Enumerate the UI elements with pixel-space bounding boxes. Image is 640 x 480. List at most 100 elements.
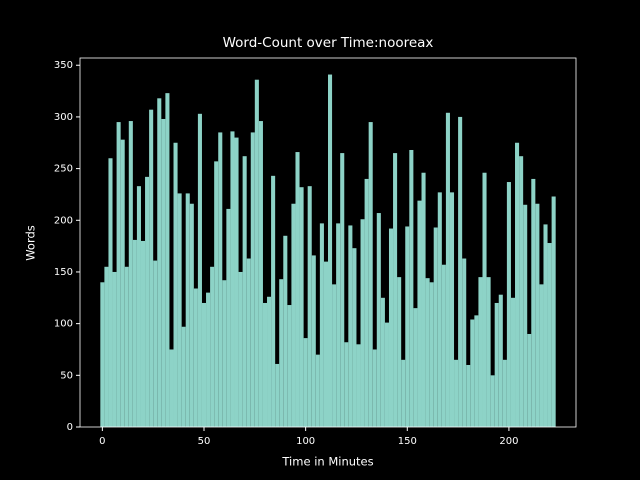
bar <box>384 322 389 427</box>
bar <box>108 158 113 427</box>
bar <box>368 122 373 427</box>
bar <box>271 175 276 427</box>
bar <box>214 161 219 428</box>
bar <box>425 278 430 427</box>
x-tick-label: 0 <box>99 436 105 447</box>
bar <box>246 258 251 427</box>
bar <box>482 172 487 427</box>
bar <box>454 359 459 427</box>
bar <box>112 271 117 427</box>
bar <box>210 266 215 427</box>
bar <box>360 219 365 427</box>
bar <box>311 255 316 427</box>
bar <box>193 288 198 427</box>
bar <box>124 266 129 427</box>
bar <box>173 142 178 428</box>
bar <box>258 121 263 428</box>
bar <box>250 132 255 427</box>
bar <box>466 364 471 427</box>
bar <box>449 192 455 427</box>
bar <box>356 344 361 427</box>
bar <box>291 203 296 427</box>
bar <box>340 153 345 427</box>
y-tick-label: 350 <box>54 60 73 71</box>
bar <box>254 79 259 428</box>
bar <box>372 349 377 427</box>
bar <box>165 93 170 428</box>
bar <box>344 342 349 427</box>
x-tick-label: 150 <box>398 436 417 447</box>
bar <box>140 240 146 427</box>
bar <box>551 196 556 427</box>
bar <box>234 137 239 427</box>
bar <box>120 139 125 427</box>
bar <box>478 277 483 427</box>
x-tick-label: 200 <box>499 436 518 447</box>
y-tick-label: 150 <box>54 267 73 278</box>
bar <box>242 156 247 427</box>
bar <box>303 338 308 427</box>
bar <box>222 280 227 427</box>
bar <box>177 193 182 427</box>
bar <box>401 359 406 427</box>
bar <box>433 227 438 427</box>
bar <box>535 203 540 427</box>
bar <box>547 243 552 427</box>
y-tick-label: 200 <box>54 215 73 226</box>
bar <box>283 235 288 427</box>
bar <box>543 224 548 427</box>
bar <box>531 178 536 427</box>
bar <box>429 282 434 427</box>
bar <box>498 294 503 427</box>
bar <box>315 354 320 427</box>
bar <box>218 132 223 427</box>
bar <box>157 98 162 428</box>
bar <box>348 225 353 427</box>
bar <box>238 271 243 427</box>
bar <box>405 226 410 427</box>
bar <box>539 284 544 427</box>
bar <box>336 223 341 427</box>
bar <box>332 284 337 427</box>
bar <box>352 248 357 427</box>
bar <box>380 297 385 427</box>
bar <box>523 204 528 427</box>
bar <box>462 258 467 427</box>
bar <box>197 113 202 427</box>
plot-frame <box>79 57 577 428</box>
bar <box>100 282 105 427</box>
bar <box>262 302 268 427</box>
bar <box>132 239 137 427</box>
bar <box>307 186 312 427</box>
x-axis-label: Time in Minutes <box>281 455 373 469</box>
bar <box>319 223 324 427</box>
bar <box>128 121 133 428</box>
bar <box>181 326 186 427</box>
bar <box>267 296 272 427</box>
y-tick-label: 250 <box>54 164 73 175</box>
bar <box>470 319 475 427</box>
bar <box>417 200 422 427</box>
bar <box>515 142 520 428</box>
bar <box>295 152 300 427</box>
bar <box>104 266 109 427</box>
y-tick-label: 300 <box>54 112 73 123</box>
bar <box>149 109 154 428</box>
bar <box>486 277 491 427</box>
y-axis-label: Words <box>24 225 38 261</box>
y-tick-label: 0 <box>67 422 73 433</box>
bar <box>230 131 235 428</box>
bar <box>441 264 446 427</box>
bar <box>136 186 141 427</box>
bar <box>393 153 398 427</box>
bar <box>161 118 166 428</box>
bar <box>474 315 479 427</box>
bar <box>458 116 463 428</box>
bar <box>409 149 414 428</box>
bar <box>519 156 524 427</box>
bar <box>226 208 231 427</box>
bar <box>153 260 158 427</box>
bar <box>328 74 333 428</box>
